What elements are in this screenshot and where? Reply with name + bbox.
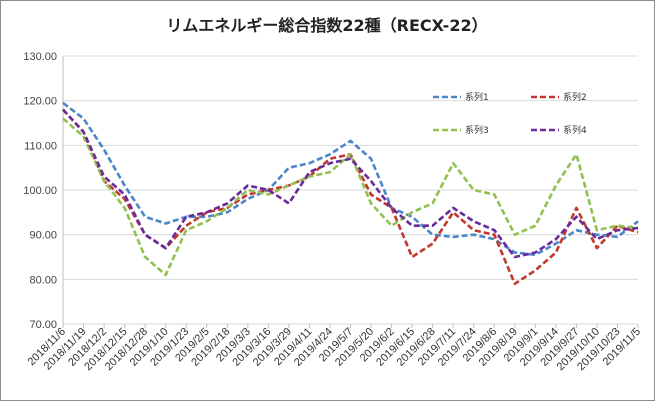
x-axis: 2018/11/62018/11/192018/12/22018/12/1520… [26,324,643,373]
series-line-2 [62,108,639,286]
chart-title: リムエネルギー総合指数22種（RECX-22） [166,16,487,35]
legend-label: 系列3 [465,124,489,136]
y-tick-label: 80.00 [29,274,57,286]
legend: 系列1 系列2 系列3 系列4 [433,91,587,136]
series-line-4 [62,108,639,259]
y-axis: 70.00 80.00 90.00 100.00 110.00 120.00 130.00 [23,51,64,331]
legend-label: 系列4 [563,124,587,136]
legend-label: 系列1 [465,91,489,103]
series-line-1 [62,101,639,257]
y-tick-label: 130.00 [23,51,57,63]
series-line-3 [62,117,639,277]
series-lines [62,101,639,286]
y-tick-label: 120.00 [23,96,57,108]
y-tick-label: 70.00 [29,319,57,331]
y-tick-label: 110.00 [24,140,57,152]
gridlines [63,55,638,325]
legend-label: 系列2 [563,91,587,103]
y-tick-label: 100.00 [23,185,57,197]
y-tick-label: 90.00 [29,230,57,242]
